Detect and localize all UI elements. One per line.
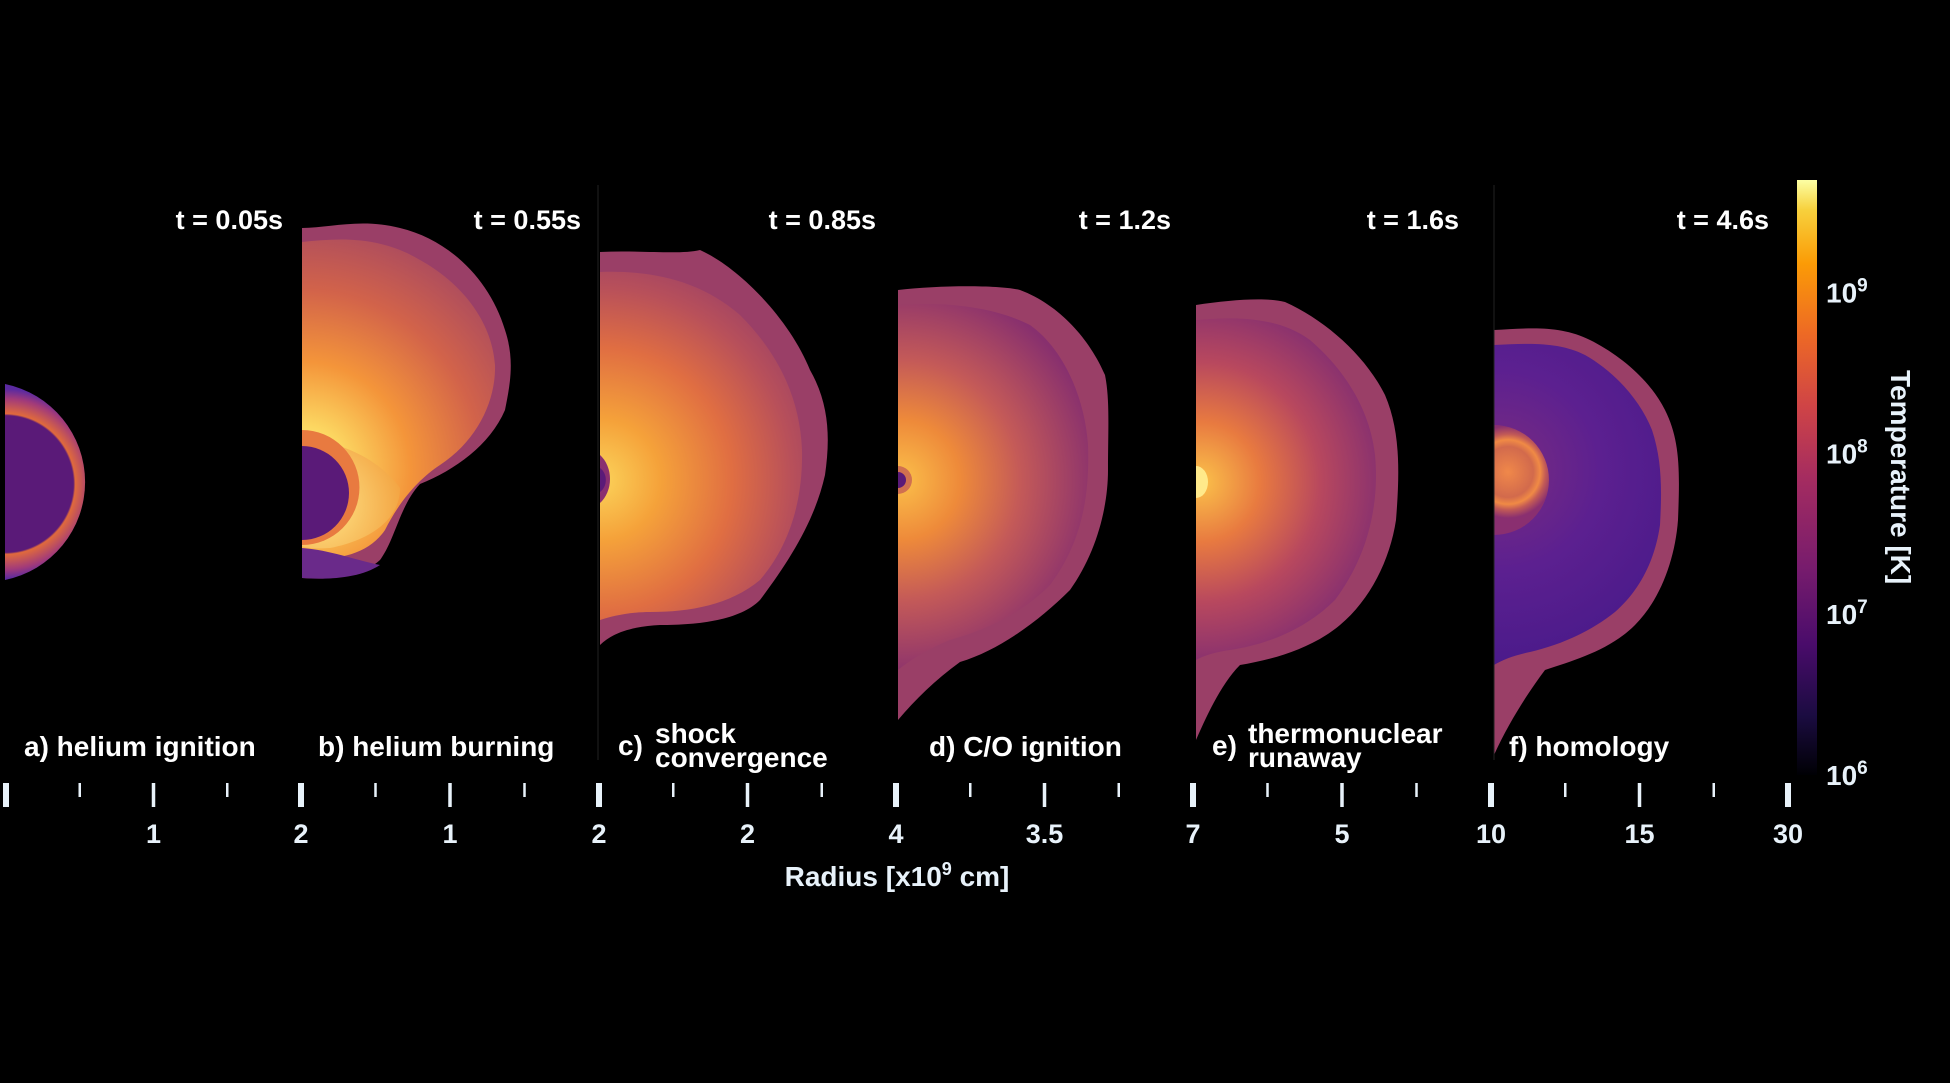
colorbar-title: Temperature [K] [1885, 370, 1916, 584]
x-tick-label: 5 [1334, 819, 1349, 849]
colorbar-ticks: 109 108 107 106 [1826, 276, 1868, 791]
panel-a-image [5, 384, 86, 580]
x-tick-label: 4 [888, 819, 903, 849]
x-axis-title-unit: cm] [952, 861, 1010, 892]
x-axis-title: Radius [x109 cm] [785, 859, 1010, 892]
panel-label-c-prefix: c) [618, 730, 643, 761]
x-tick-label: 1 [442, 819, 457, 849]
panel-label-f: f) homology [1509, 731, 1670, 762]
time-label-f: t = 4.6s [1677, 205, 1769, 235]
x-tick-label: 2 [293, 819, 308, 849]
x-tick-label: 1 [146, 819, 161, 849]
panel-label-d: d) C/O ignition [929, 731, 1122, 762]
x-tick-label: 3.5 [1026, 819, 1064, 849]
panel-label-c-line1: shock [655, 718, 736, 749]
x-tick-label: 15 [1624, 819, 1654, 849]
panel-label-e-line2: runaway [1248, 742, 1362, 773]
x-axis-title-exponent: 9 [942, 859, 952, 879]
colorbar-tick-label: 109 [1826, 276, 1868, 309]
panel-label-c-line2: convergence [655, 742, 828, 773]
x-tick-label: 2 [591, 819, 606, 849]
panel-e-image [1196, 299, 1399, 740]
colorbar [1797, 180, 1817, 775]
x-tick-label: 2 [740, 819, 755, 849]
x-tick-label: 30 [1773, 819, 1803, 849]
time-label-d: t = 1.2s [1079, 205, 1171, 235]
panel-label-e-line1: thermonuclear [1248, 718, 1443, 749]
time-label-c: t = 0.85s [769, 205, 876, 235]
panel-label-a: a) helium ignition [24, 731, 256, 762]
colorbar-tick-label: 106 [1826, 758, 1868, 791]
x-axis: 1 2 1 2 2 4 3.5 7 5 10 15 30 [3, 783, 1803, 849]
panel-c-image [600, 250, 828, 645]
colorbar-tick-label: 108 [1826, 436, 1868, 469]
panel-label-e-prefix: e) [1212, 730, 1237, 761]
panel-label-b: b) helium burning [318, 731, 554, 762]
time-label-e: t = 1.6s [1367, 205, 1459, 235]
time-label-b: t = 0.55s [474, 205, 581, 235]
panel-d-image [898, 286, 1109, 720]
x-axis-title-text: Radius [x10 [785, 861, 942, 892]
panel-b-image [302, 223, 511, 579]
x-tick-label: 10 [1476, 819, 1506, 849]
colorbar-tick-label: 107 [1826, 597, 1868, 630]
panel-f-image [1494, 328, 1679, 755]
time-label-a: t = 0.05s [176, 205, 283, 235]
x-tick-label: 7 [1185, 819, 1200, 849]
